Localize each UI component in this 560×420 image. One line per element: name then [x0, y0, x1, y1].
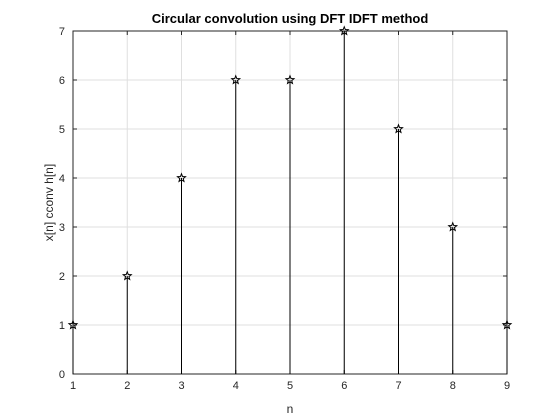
stem-marker: [230, 74, 242, 85]
y-tick-label: 5: [59, 124, 65, 136]
y-tick-label: 6: [59, 75, 65, 87]
x-tick-label: 5: [287, 380, 293, 392]
chart-title: Circular convolution using DFT IDFT meth…: [152, 11, 429, 26]
stem-marker: [67, 319, 79, 330]
y-tick-label: 3: [59, 222, 65, 234]
x-tick-label: 4: [233, 380, 239, 392]
x-tick-label: 9: [504, 380, 510, 392]
stem-marker: [338, 25, 350, 36]
stem-series: [67, 25, 513, 374]
x-tick-label: 3: [178, 380, 184, 392]
y-tick-label: 4: [59, 173, 65, 185]
y-tick-label: 2: [59, 271, 65, 283]
stem-marker: [393, 123, 404, 134]
x-tick-label: 2: [124, 380, 130, 392]
y-tick-label: 7: [59, 26, 65, 38]
x-tick-label: 8: [450, 380, 456, 392]
x-tick-label: 7: [395, 380, 401, 392]
x-axis-label: n: [287, 402, 294, 416]
stem-marker: [447, 221, 459, 232]
y-tick-label: 0: [59, 369, 65, 381]
x-tick-label: 1: [70, 380, 76, 392]
stem-marker: [284, 74, 296, 85]
y-axis-label: x[n] cconv h[n]: [42, 164, 56, 241]
stem-marker: [176, 172, 187, 183]
stem-marker: [121, 270, 133, 281]
stem-marker: [501, 319, 513, 330]
y-tick-label: 1: [59, 320, 65, 332]
x-tick-label: 6: [341, 380, 347, 392]
